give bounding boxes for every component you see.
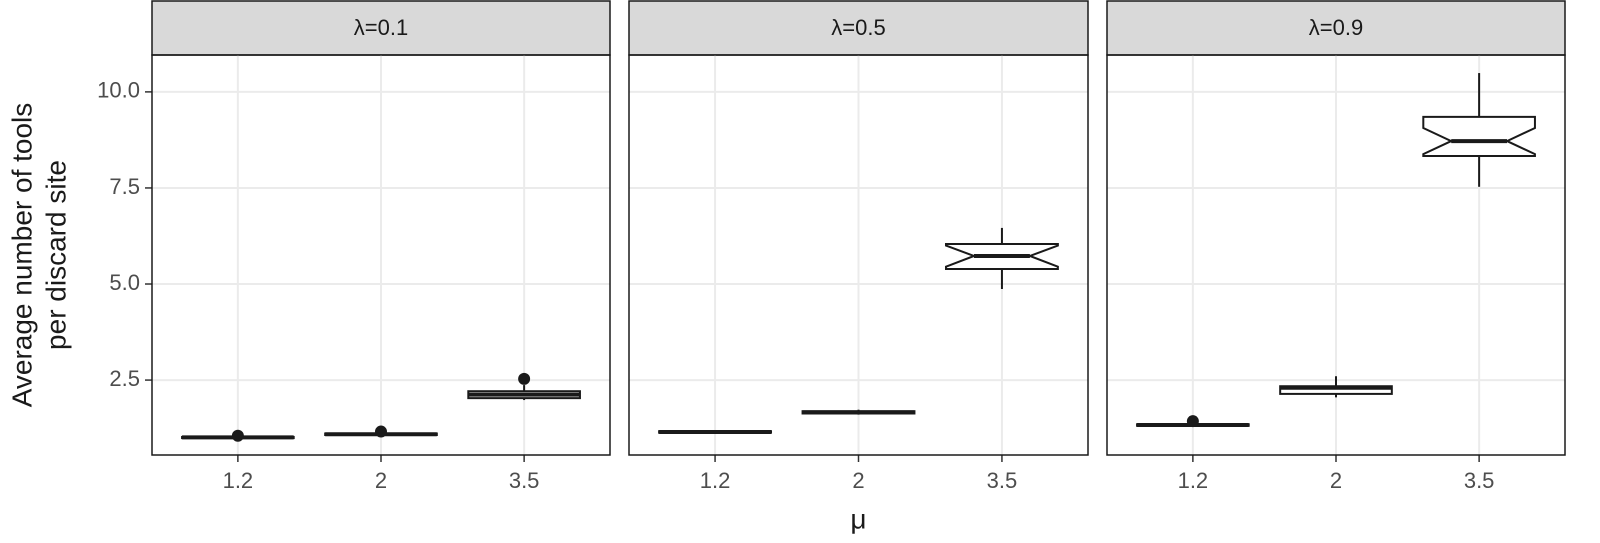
y-axis-title: per discard site [40,160,71,350]
y-tick-label: 10.0 [97,78,140,103]
outlier [518,372,531,385]
outlier [231,429,244,442]
y-tick-label: 7.5 [109,174,140,199]
x-tick-label: 3.5 [509,468,540,493]
strip [151,0,611,56]
x-tick-label: 2 [375,468,387,493]
x-tick-label: 2 [1330,468,1342,493]
x-tick-label: 1.2 [700,468,731,493]
x-tick-label: 3.5 [987,468,1018,493]
outlier [1186,415,1199,428]
strip [1106,0,1566,56]
panel-border [1106,54,1566,456]
y-tick-label: 2.5 [109,366,140,391]
x-axis-title: μ [850,503,866,534]
panel-border [151,54,611,456]
strip-label: λ=0.5 [831,15,885,40]
box [1422,115,1536,158]
x-tick-label: 3.5 [1464,468,1495,493]
outlier [375,425,387,438]
strip-label: λ=0.9 [1309,15,1363,40]
strip-label: λ=0.1 [354,15,408,40]
y-axis-title: Average number of tools [6,103,37,408]
y-tick-label: 5.0 [109,270,140,295]
x-tick-label: 1.2 [1178,468,1209,493]
panel-border [628,54,1089,456]
x-tick-label: 2 [852,468,864,493]
x-tick-label: 1.2 [223,468,254,493]
